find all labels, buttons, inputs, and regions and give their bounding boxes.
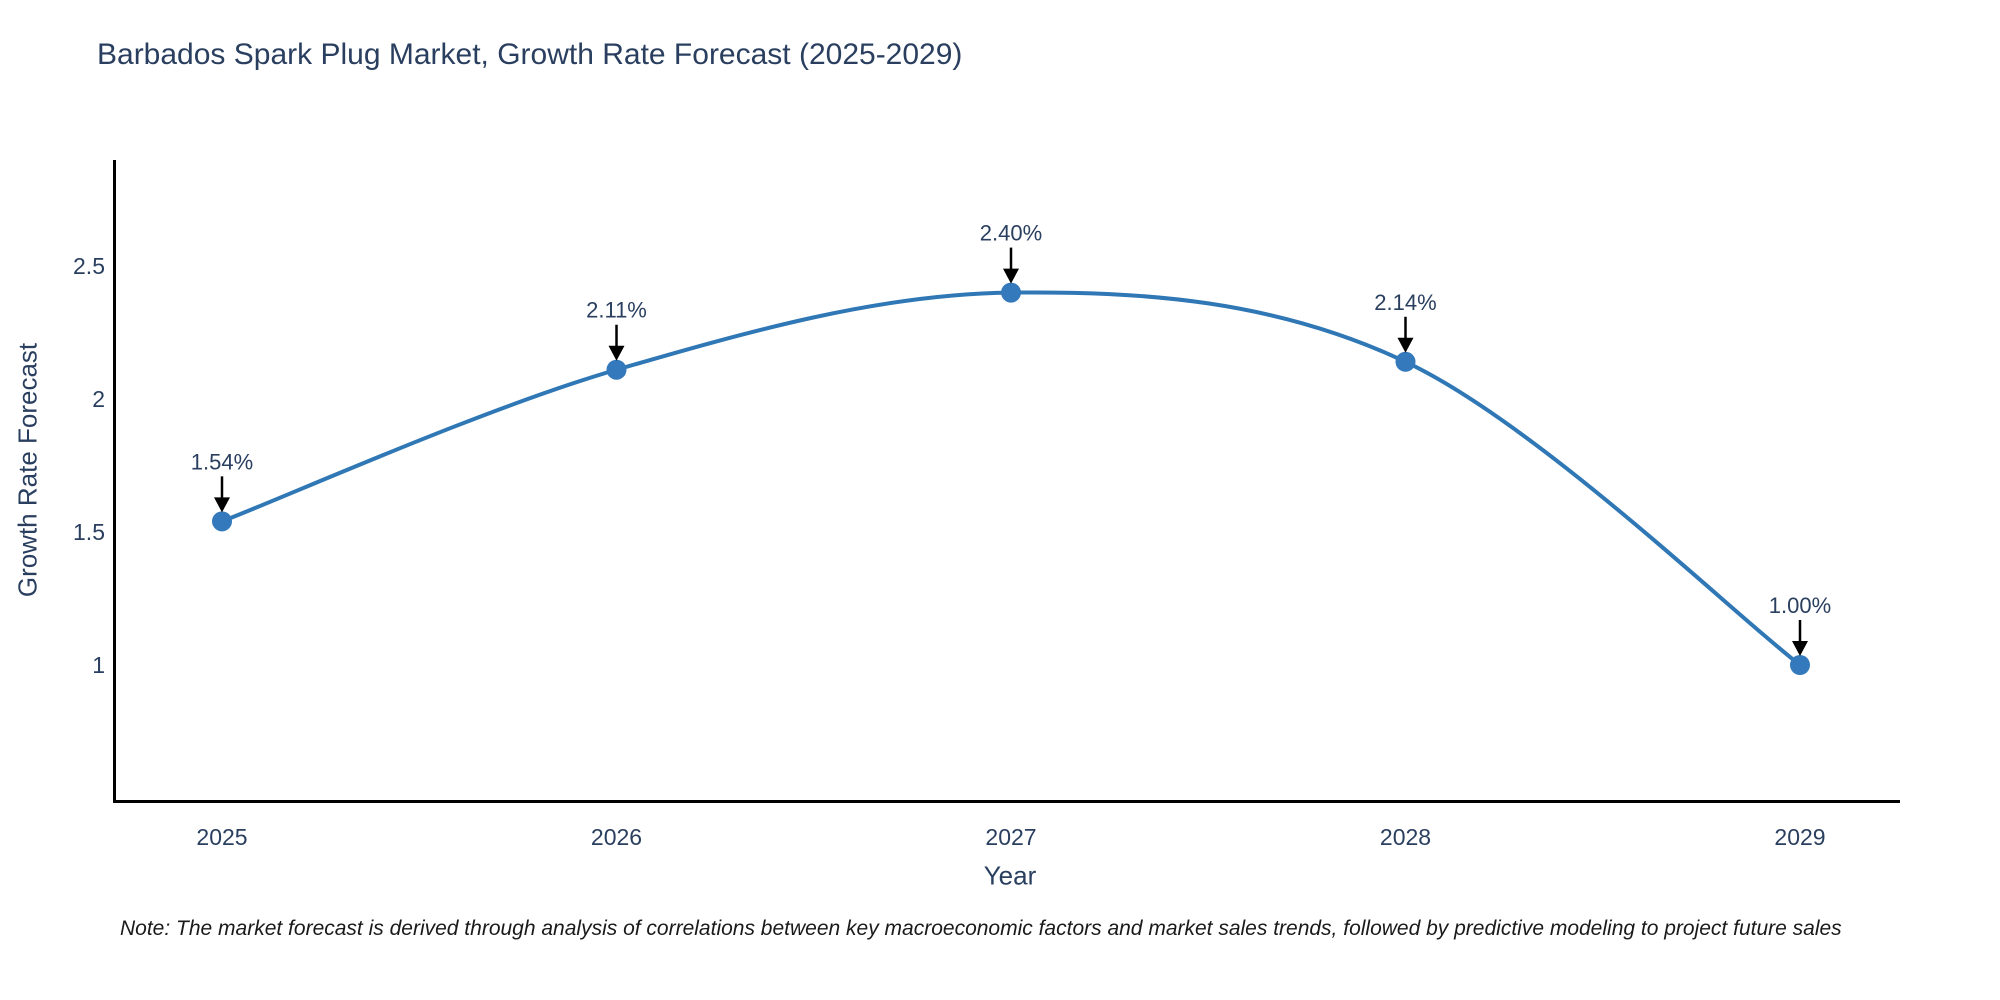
x-tick-label: 2028: [1380, 824, 1431, 850]
x-tick-label: 2026: [591, 824, 642, 850]
annotation-arrowhead: [1397, 337, 1414, 353]
y-tick-label: 1: [92, 652, 105, 678]
annotation-label: 1.00%: [1769, 593, 1831, 618]
marker-layer: [212, 282, 1810, 675]
data-point-marker: [606, 359, 627, 380]
footnote: Note: The market forecast is derived thr…: [120, 917, 1842, 940]
annotation-label: 2.40%: [980, 221, 1042, 246]
data-point-marker: [212, 511, 232, 532]
annotations-layer: 1.54% 2.11% 2.40% 2.14% 1.00%: [191, 221, 1831, 656]
annotation-label: 2.14%: [1374, 290, 1436, 315]
annotation-arrowhead: [1792, 641, 1808, 656]
data-point-marker: [1395, 351, 1416, 372]
annotation-label: 1.54%: [191, 449, 253, 474]
data-point-marker: [1790, 655, 1810, 675]
data-point-marker: [1001, 282, 1021, 303]
y-tick-label: 2.5: [73, 253, 105, 279]
series-layer: [221, 290, 1802, 667]
annotation-arrowhead: [608, 345, 625, 361]
annotation-arrowhead: [214, 497, 230, 513]
x-tick-label: 2025: [196, 824, 247, 850]
x-tick-label: 2027: [985, 824, 1036, 850]
x-axis-title: Year: [983, 860, 1037, 891]
annotation-label: 2.11%: [586, 298, 647, 323]
x-tick-label: 2029: [1774, 824, 1825, 850]
annotation-arrowhead: [1003, 268, 1019, 284]
y-tick-label: 1.5: [73, 519, 105, 545]
tick-labels-layer: 1 1.5 2 2.5 2025 2026 2027 2028 2029: [73, 253, 1826, 850]
chart-title: Barbados Spark Plug Market, Growth Rate …: [97, 38, 963, 71]
y-tick-label: 2: [92, 386, 105, 412]
trend-line: [221, 290, 1802, 667]
